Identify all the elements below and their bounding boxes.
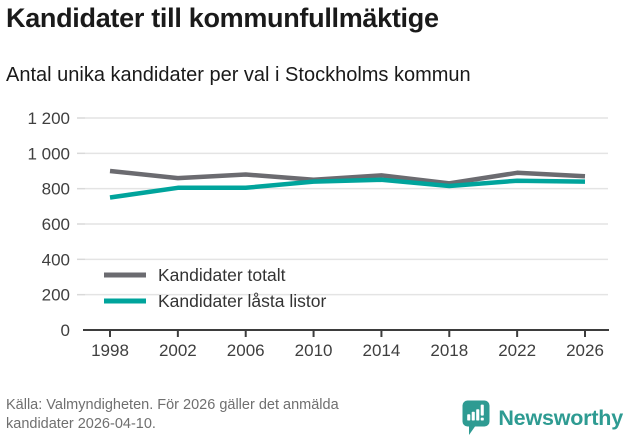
legend-label-1: Kandidater låsta listor: [158, 291, 326, 311]
y-tick-label: 800: [42, 180, 70, 199]
gridlines: [77, 117, 609, 331]
chart-title: Kandidater till kommunfullmäktige: [6, 3, 439, 33]
x-tick-label: 2026: [566, 341, 604, 360]
source-note-line: Källa: Valmyndigheten. För 2026 gäller d…: [6, 397, 339, 413]
y-axis-labels: 0 200 400 600 800 1 000 1 200: [27, 109, 70, 340]
x-tick-label: 2014: [363, 341, 401, 360]
y-tick-label: 200: [42, 286, 70, 305]
y-tick-label: 0: [61, 321, 70, 340]
legend-label-0: Kandidater totalt: [158, 265, 286, 285]
line-chart: 0 200 400 600 800 1 000 1 200 1998 2002 2006 2010 2…: [27, 109, 609, 360]
source-note-line: kandidater 2026-04-10.: [6, 415, 156, 432]
legend: Kandidater totalt Kandidater låsta listor: [104, 265, 326, 311]
series-line-0: [109, 168, 586, 186]
y-tick-label: 400: [42, 250, 70, 269]
x-tick-label: 2010: [295, 341, 333, 360]
x-tick-label: 1998: [91, 341, 129, 360]
x-axis: 1998 2002 2006 2010 2014 2018 2022 2026: [91, 330, 604, 360]
newsworthy-logo: Newsworthy: [462, 400, 623, 437]
x-tick-label: 2002: [159, 341, 197, 360]
x-tick-label: 2006: [227, 341, 265, 360]
series-line-1: [109, 177, 586, 200]
source-note: Källa: Valmyndigheten. För 2026 gäller d…: [6, 396, 339, 433]
y-tick-label: 1 000: [27, 144, 70, 163]
x-tick-label: 2018: [430, 341, 468, 360]
newsworthy-wordmark: Newsworthy: [498, 406, 623, 430]
chart-subtitle: Antal unika kandidater per val i Stockho…: [6, 64, 471, 86]
newsworthy-bubble-chart-icon: [462, 400, 490, 435]
footer: Källa: Valmyndigheten. För 2026 gäller d…: [6, 396, 625, 437]
y-tick-label: 600: [42, 215, 70, 234]
x-tick-label: 2022: [498, 341, 536, 360]
y-tick-label: 1 200: [27, 109, 70, 128]
